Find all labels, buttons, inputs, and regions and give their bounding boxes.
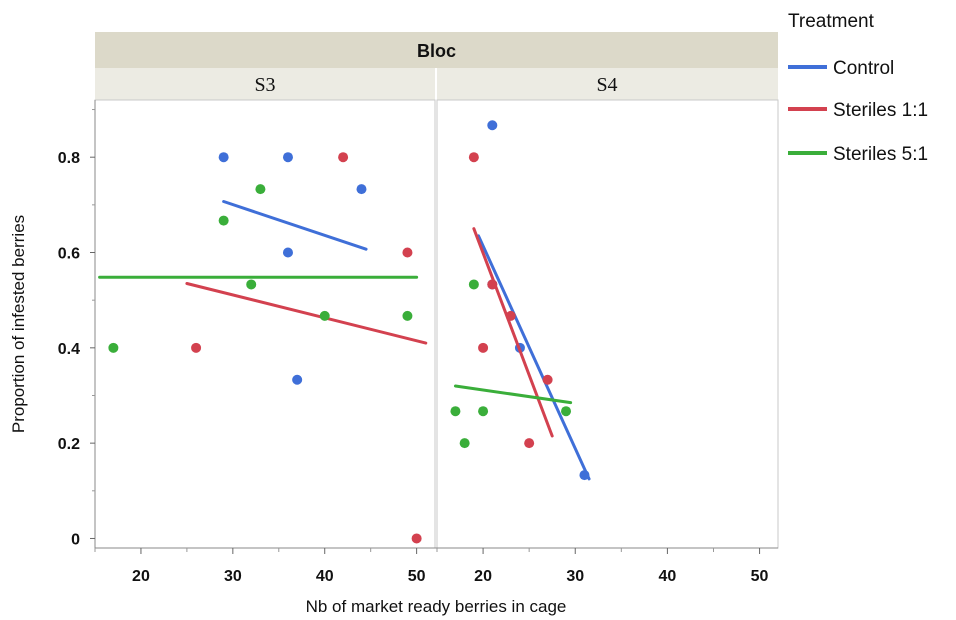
x-tick-label: 50 xyxy=(751,568,769,585)
x-tick-label: 30 xyxy=(224,568,242,585)
x-tick-label: 40 xyxy=(316,568,334,585)
data-point xyxy=(402,310,413,321)
data-point xyxy=(218,215,229,226)
data-point xyxy=(356,184,367,195)
data-point xyxy=(524,438,535,449)
data-point xyxy=(468,279,479,290)
legend-title: Treatment xyxy=(788,11,875,32)
x-axis-title: Nb of market ready berries in cage xyxy=(306,597,567,616)
data-point xyxy=(282,247,293,258)
fit-line xyxy=(185,281,428,345)
y-tick-label: 0.6 xyxy=(58,246,80,263)
y-tick-label: 0.8 xyxy=(58,150,80,167)
legend-label-steriles-5-1: Steriles 5:1 xyxy=(833,144,928,165)
data-point xyxy=(468,152,479,163)
data-point xyxy=(478,406,489,417)
data-point xyxy=(255,184,266,195)
panel-strip-s3 xyxy=(95,68,435,100)
data-point xyxy=(542,374,553,385)
y-tick-label: 0.4 xyxy=(58,341,80,358)
data-point xyxy=(487,279,498,290)
data-point xyxy=(282,152,293,163)
x-axis-ticks: 20 30 40 50 20 30 40 50 xyxy=(94,548,769,585)
data-point xyxy=(246,279,257,290)
y-axis-title: Proportion of infested berries xyxy=(9,215,28,433)
x-tick-label: 20 xyxy=(474,568,492,585)
facet-title: Bloc xyxy=(417,41,456,61)
data-point xyxy=(292,374,303,385)
x-tick-label: 30 xyxy=(566,568,584,585)
data-point xyxy=(579,470,590,481)
panel-frame-s3 xyxy=(94,99,436,549)
panel-label-s4: S4 xyxy=(596,74,617,96)
data-point xyxy=(411,533,422,544)
x-tick-label: 20 xyxy=(132,568,150,585)
fit-line xyxy=(476,234,591,481)
legend-label-control: Control xyxy=(833,58,894,79)
panel-strip-s4 xyxy=(437,68,778,100)
legend: Control Steriles 1:1 Steriles 5:1 xyxy=(788,58,928,165)
data-point xyxy=(108,342,119,353)
data-point xyxy=(487,120,498,131)
fit-line xyxy=(472,227,554,438)
panel-label-s3: S3 xyxy=(254,74,275,96)
fit-line xyxy=(453,384,573,405)
fit-line xyxy=(222,200,368,251)
data-point xyxy=(402,247,413,258)
data-point xyxy=(191,342,202,353)
data-point xyxy=(319,310,330,321)
facet-title-bar xyxy=(95,32,778,68)
plot-marks xyxy=(98,120,591,544)
y-tick-label: 0 xyxy=(71,531,80,548)
data-point xyxy=(338,152,349,163)
data-point xyxy=(561,406,572,417)
legend-label-steriles-1-1: Steriles 1:1 xyxy=(833,100,928,121)
data-point xyxy=(505,310,516,321)
panel-frame-s4 xyxy=(436,99,779,549)
data-point xyxy=(478,342,489,353)
data-point xyxy=(218,152,229,163)
data-point xyxy=(459,438,470,449)
data-point xyxy=(450,406,461,417)
x-tick-label: 40 xyxy=(659,568,677,585)
y-axis-ticks: 0 0.2 0.4 0.6 0.8 xyxy=(58,109,95,548)
x-tick-label: 50 xyxy=(408,568,426,585)
y-tick-label: 0.2 xyxy=(58,436,80,453)
